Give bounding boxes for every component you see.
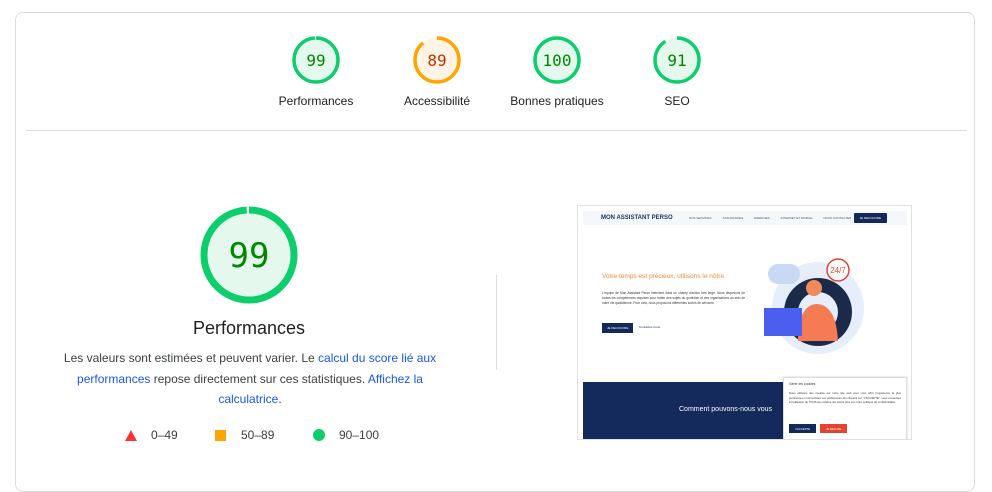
vertical-divider	[496, 275, 497, 370]
legend-label: 50–89	[241, 428, 275, 442]
gauge-arc	[200, 206, 298, 304]
score-legend: 0–49 50–89 90–100	[125, 428, 379, 442]
category-gauge-bonnes-pratiques[interactable]: 100 Bonnes pratiques	[497, 35, 617, 108]
gauge-label: Bonnes pratiques	[510, 94, 604, 108]
circle-icon	[313, 429, 325, 441]
gauge-ring: 100	[533, 36, 581, 84]
page-screenshot[interactable]: MON ASSISTANT PERSO NOS SERVICES ASSURAN…	[577, 205, 912, 440]
site-nav: MON ASSISTANT PERSO NOS SERVICES ASSURAN…	[583, 211, 907, 225]
category-gauge-accessibilité[interactable]: 89 Accessibilité	[377, 35, 497, 108]
gauge-label: Accessibilité	[403, 94, 471, 108]
gauge-score: 89	[427, 51, 446, 70]
desc-text: .	[278, 392, 282, 406]
gauge-arc	[653, 36, 701, 84]
cookie-text: Nous utilisons des cookies sur notre sit…	[789, 391, 901, 404]
category-gauge-performances[interactable]: 99 Performances	[256, 35, 376, 108]
cookie-title: Gérer les cookies	[789, 382, 816, 386]
cookie-banner: Gérer les cookies Nous utilisons des coo…	[783, 377, 907, 439]
legend-average: 50–89	[215, 428, 313, 442]
nav-item: NOS SERVICES	[689, 216, 712, 220]
hero-button: JE DECOUVRE	[602, 323, 634, 333]
main-gauge: 99	[199, 205, 299, 310]
square-icon	[215, 429, 226, 441]
nav-item: ENERGIES	[754, 216, 770, 220]
gauge-score: 100	[543, 51, 572, 70]
support-illustration: 24/7	[764, 258, 864, 354]
triangle-icon	[125, 429, 137, 441]
gauge-arc	[292, 36, 340, 84]
cookie-refuse: JE REFUSE	[820, 424, 848, 433]
gauge-base	[535, 38, 579, 82]
nav-item: ASSURANCES	[722, 216, 744, 220]
desc-text: Les valeurs sont estimées et peuvent var…	[63, 351, 319, 365]
gauge-score: 91	[667, 51, 686, 70]
cookie-accept: J'ACCEPTE	[789, 424, 817, 433]
gauge-ring: 89	[413, 36, 461, 84]
legend-fail: 0–49	[125, 428, 215, 442]
gauge-score: 99	[306, 51, 325, 70]
score-calculation-link[interactable]: calcul du score lié aux performances	[77, 351, 437, 386]
gauge-label: Performances	[278, 94, 354, 108]
nav-item: NOUS CONTACTER	[823, 216, 852, 220]
gauge-base	[415, 38, 459, 82]
gauge-arc	[413, 36, 461, 84]
hero-text: L'équipe de Mon Assistant Perso intervie…	[602, 291, 745, 305]
gauge-base	[204, 210, 294, 300]
gauge-base	[294, 38, 338, 82]
gauge-ring: 99	[292, 36, 340, 84]
gauge-label: SEO	[664, 94, 690, 108]
desc-text: repose directement sur ces statistiques.	[150, 371, 368, 386]
gauge-arc	[533, 36, 581, 84]
nav-button: JE DECOUVRE	[853, 213, 887, 223]
legend-pass: 90–100	[313, 428, 379, 442]
calculator-link[interactable]: Affichez la calculatrice	[218, 371, 423, 407]
main-gauge-title: Performances	[192, 318, 306, 338]
site-logo: MON ASSISTANT PERSO	[601, 215, 673, 221]
legend-label: 0–49	[151, 428, 178, 442]
hero-link: Contactez-nous	[639, 325, 661, 329]
gauge-ring: 91	[653, 36, 701, 84]
hero-title: Votre temps est précieux, utilisons le n…	[602, 273, 726, 280]
score-description: Les valeurs sont estimées et peuvent var…	[55, 348, 445, 410]
gauge-score: 99	[229, 236, 270, 276]
gauge-base	[655, 38, 699, 82]
nav-item: INTERNET ET MOBILE	[780, 216, 813, 220]
badge-text: 24/7	[830, 266, 846, 275]
band-title: Comment pouvons-nous vous	[679, 406, 772, 413]
divider	[26, 130, 967, 131]
category-gauge-seo[interactable]: 91 SEO	[617, 35, 737, 108]
legend-label: 90–100	[339, 428, 380, 442]
